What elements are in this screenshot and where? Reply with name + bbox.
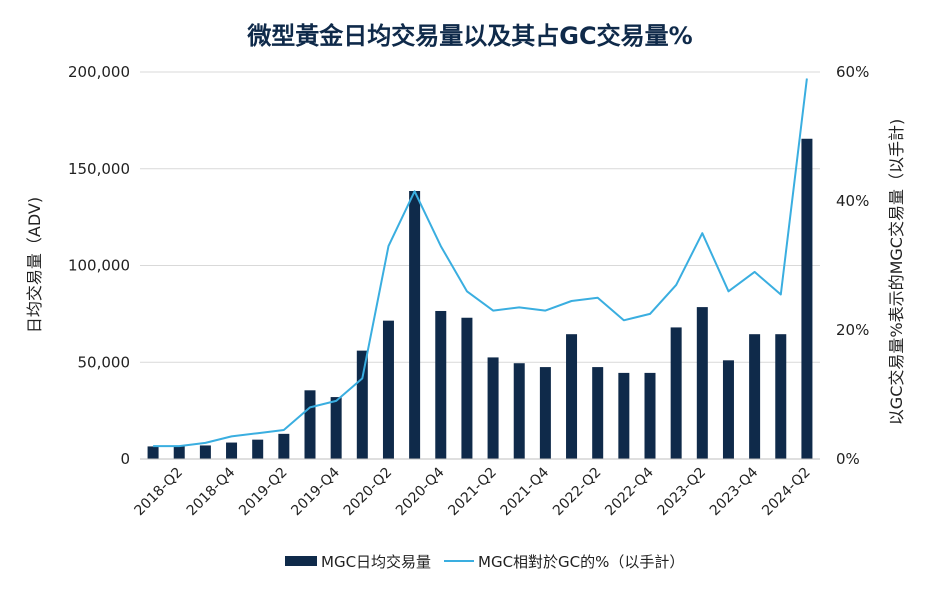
bar bbox=[722, 360, 734, 459]
gridlines bbox=[140, 71, 820, 363]
bar bbox=[435, 310, 447, 459]
y-tick-label: 0 bbox=[120, 450, 130, 468]
bar bbox=[226, 442, 238, 459]
x-tick-label: 2024-Q2 bbox=[759, 465, 814, 520]
x-tick-label: 2018-Q4 bbox=[184, 464, 239, 519]
bar bbox=[775, 334, 787, 459]
bar bbox=[199, 445, 211, 459]
legend-swatch-bar bbox=[285, 556, 317, 566]
bar bbox=[382, 320, 394, 459]
x-tick-label: 2023-Q2 bbox=[655, 465, 710, 520]
y-axis-label: 日均交易量（ADV) bbox=[25, 197, 44, 333]
bar bbox=[801, 138, 813, 459]
y-tick-label: 150,000 bbox=[68, 160, 130, 178]
y2-tick-label: 20% bbox=[836, 321, 869, 339]
bar bbox=[304, 390, 316, 459]
bar bbox=[539, 367, 551, 459]
series-line bbox=[153, 78, 808, 448]
bar bbox=[513, 363, 525, 459]
x-tick-label: 2022-Q2 bbox=[550, 465, 605, 520]
y-tick-label: 50,000 bbox=[78, 353, 131, 371]
bar bbox=[409, 191, 421, 459]
bar bbox=[461, 317, 473, 459]
x-tick-label: 2021-Q2 bbox=[445, 465, 500, 520]
bar bbox=[644, 372, 656, 459]
legend: MGC日均交易量 MGC相對於GC的%（以手計） bbox=[285, 553, 684, 571]
bar bbox=[147, 446, 159, 459]
x-tick-label: 2020-Q4 bbox=[393, 464, 448, 519]
x-tick-label: 2021-Q4 bbox=[498, 464, 553, 519]
bar bbox=[356, 350, 368, 459]
bar bbox=[670, 327, 682, 459]
bar bbox=[618, 372, 630, 459]
bar bbox=[278, 433, 290, 459]
bar bbox=[173, 446, 185, 459]
y-tick-label: 200,000 bbox=[68, 63, 130, 81]
y2-tick-label: 40% bbox=[836, 192, 869, 210]
x-tick-label: 2022-Q4 bbox=[602, 464, 657, 519]
x-tick-label: 2018-Q2 bbox=[132, 465, 187, 520]
chart-title: 微型黃金日均交易量以及其占GC交易量% bbox=[246, 22, 692, 50]
bar bbox=[252, 439, 264, 459]
line-series bbox=[153, 78, 808, 448]
bar bbox=[696, 307, 708, 459]
bar bbox=[566, 334, 578, 459]
y2-tick-label: 60% bbox=[836, 63, 869, 81]
bar bbox=[330, 397, 342, 459]
y2-axis-label: 以GC交易量%表示的MGC交易量（以手計) bbox=[887, 119, 906, 425]
x-tick-label: 2019-Q2 bbox=[236, 465, 291, 520]
bar-series bbox=[147, 138, 813, 459]
legend-label-bar: MGC日均交易量 bbox=[321, 553, 431, 571]
bar bbox=[749, 334, 761, 459]
y2-tick-label: 0% bbox=[836, 450, 860, 468]
legend-label-line: MGC相對於GC的%（以手計） bbox=[478, 553, 684, 571]
y-tick-label: 100,000 bbox=[68, 257, 130, 275]
bar bbox=[487, 357, 499, 459]
x-tick-label: 2020-Q2 bbox=[341, 465, 396, 520]
bar bbox=[592, 367, 604, 459]
x-tick-label: 2019-Q4 bbox=[288, 464, 343, 519]
x-tick-label: 2023-Q4 bbox=[707, 464, 762, 519]
